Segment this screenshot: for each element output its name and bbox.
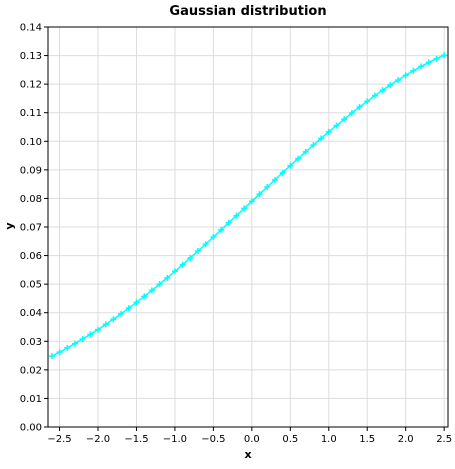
x-tick-label: −1.5 [124,434,148,445]
data-point [256,191,263,198]
y-tick-label: 0.14 [20,23,42,34]
x-tick-label: 1.5 [359,434,375,445]
data-point [271,176,278,183]
x-tick-label: 0.5 [282,434,298,445]
data-point [87,331,94,338]
data-point [248,198,255,205]
data-point [218,226,225,233]
data-point [425,59,432,66]
data-point [195,248,201,254]
data-point [110,316,117,323]
x-tick-label: −0.5 [201,434,225,445]
data-point [302,148,309,155]
y-tick-label: 0.00 [20,423,42,434]
data-point [141,293,148,300]
data-point [148,287,155,294]
y-axis-label: y [3,222,16,229]
data-point [179,261,186,268]
data-point [348,110,355,116]
data-point [364,98,371,105]
y-tick-label: 0.04 [20,308,42,319]
x-tick-labels: −2.5 −2.0 −1.5 −1.0 −0.5 0.0 0.5 1.0 1.5 2.0 2.5 [47,434,452,445]
data-point [341,116,348,123]
data-point [395,77,401,84]
x-tick-label: −2.5 [47,434,71,445]
data-point [125,305,132,312]
y-tick-label: 0.01 [20,394,42,405]
y-tick-label: 0.13 [20,51,42,62]
x-tick-label: 2.0 [398,434,414,445]
x-tick-label: 0.0 [244,434,260,445]
data-point [56,349,63,356]
data-point [164,274,171,281]
data-point [133,299,140,306]
data-point [318,135,325,142]
series-layer [48,52,448,360]
y-tick-label: 0.07 [20,223,42,234]
data-point [410,67,417,74]
y-tick-label: 0.08 [20,194,42,205]
y-tick-label: 0.05 [20,280,42,291]
y-tick-label: 0.10 [20,137,42,148]
y-tick-label: 0.03 [20,337,42,348]
data-point [202,241,209,248]
y-tick-label: 0.09 [20,165,42,176]
x-tick-label: −1.0 [163,434,187,445]
y-tick-label: 0.12 [20,80,42,91]
data-point [187,254,194,261]
data-point [287,162,294,169]
data-point [387,82,394,88]
series-line [51,54,445,357]
y-tick-label: 0.02 [20,365,42,376]
x-tick-label: 1.0 [321,434,337,445]
x-axis-label: x [244,448,251,461]
y-tick-label: 0.11 [20,108,42,119]
data-point [279,169,286,176]
data-point [241,205,248,212]
data-point [333,122,340,129]
data-point [433,55,440,62]
chart-title: Gaussian distribution [169,4,326,19]
x-tick-label: 2.5 [436,434,452,445]
y-tick-labels: 0.00 0.01 0.02 0.03 0.04 0.05 0.06 0.07 0.08 0.09… [20,23,42,434]
data-point [102,321,109,328]
data-point [171,268,178,275]
data-point [379,87,386,94]
data-point [418,63,425,70]
data-point [310,142,317,148]
data-point [64,344,71,351]
data-point [371,92,378,99]
data-point [233,212,240,219]
data-point [79,336,86,342]
tick-marks [44,26,445,431]
data-point [225,219,232,226]
data-point [118,310,125,317]
data-point [441,52,448,59]
data-point [402,72,409,79]
data-point [156,281,163,288]
data-point [48,353,55,360]
x-tick-label: −2.0 [86,434,110,445]
data-point [71,340,78,347]
data-point [264,184,271,190]
data-point [356,104,363,110]
data-point [325,128,332,135]
data-point [95,326,101,333]
data-point [210,234,217,240]
y-tick-label: 0.06 [20,251,42,262]
data-point [295,155,301,162]
